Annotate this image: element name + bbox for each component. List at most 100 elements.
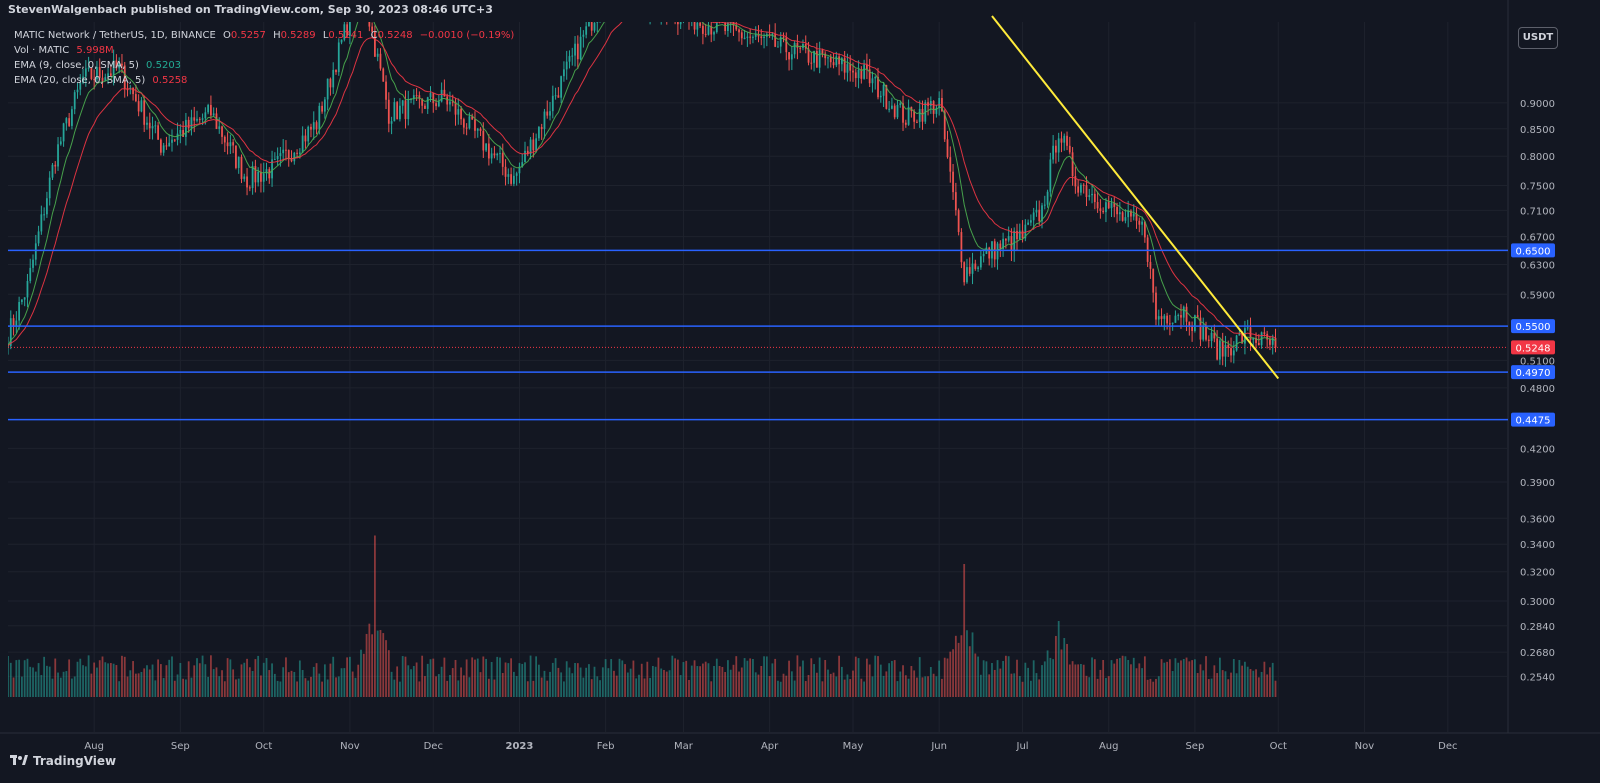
candle-body	[619, 3, 621, 4]
ema20-label[interactable]: EMA (20, close, 0, SMA, 5)	[14, 75, 146, 86]
price-tick-label: 0.7500	[1520, 182, 1555, 193]
volume-bar	[738, 671, 740, 697]
candle-body	[1257, 342, 1260, 346]
candle-body	[98, 67, 101, 78]
candle-body	[674, 11, 676, 22]
candle-body	[1091, 193, 1093, 196]
candle-body	[493, 153, 496, 156]
candle-body	[1074, 176, 1077, 187]
candle-body	[296, 152, 298, 154]
volume-bar	[927, 676, 929, 697]
candle-body	[790, 54, 793, 60]
candle-body	[1160, 316, 1163, 319]
candle-body	[832, 62, 835, 66]
candle-body	[916, 121, 918, 123]
volume-bar	[290, 670, 293, 697]
volume-bar	[326, 679, 329, 697]
candle-body	[807, 48, 810, 63]
volume-bar	[65, 671, 68, 697]
candle-body	[176, 133, 179, 140]
price-tick-label: 0.2540	[1520, 672, 1555, 683]
ema9-label[interactable]: EMA (9, close, 0, SMA, 5)	[14, 60, 139, 71]
candle-body	[26, 280, 29, 298]
volume-bar	[68, 659, 71, 697]
currency-unit-button[interactable]: USDT	[1518, 27, 1558, 49]
volume-bar	[193, 665, 196, 697]
volume-bar	[824, 660, 827, 697]
candle-body	[73, 92, 76, 110]
candle-body	[193, 117, 196, 121]
candle-body	[1046, 191, 1049, 205]
candle-body	[1185, 306, 1188, 322]
volume-bar	[265, 658, 268, 697]
volume-bar	[899, 671, 902, 697]
volume-bar	[29, 666, 32, 697]
volume-bar	[896, 681, 899, 697]
volume-bar	[476, 658, 479, 697]
volume-bar	[293, 671, 296, 697]
volume-bar	[857, 658, 860, 697]
candle-body	[871, 78, 874, 84]
candle-body	[660, 0, 662, 16]
volume-bar	[12, 677, 15, 697]
volume-bar	[140, 671, 143, 697]
candle-body	[1269, 339, 1271, 345]
volume-bar	[337, 676, 340, 697]
volume-bar	[435, 676, 437, 697]
candle-body	[557, 95, 560, 98]
candle-body	[1085, 185, 1088, 198]
volume-bar	[237, 678, 240, 697]
candle-body	[368, 22, 371, 27]
volume-bar	[654, 666, 657, 697]
candle-body	[9, 318, 12, 346]
candle-body	[788, 52, 790, 60]
volume-bar	[112, 663, 115, 697]
candle-body	[248, 187, 251, 189]
candle-body	[165, 145, 168, 147]
symbol-label[interactable]: MATIC Network / TetherUS, 1D, BINANCE	[14, 30, 216, 41]
candle-body	[774, 33, 777, 47]
volume-bar	[693, 660, 696, 697]
candle-body	[154, 125, 157, 127]
volume-label[interactable]: Vol · MATIC	[14, 45, 70, 56]
candle-body	[946, 139, 949, 158]
candle-body	[374, 31, 376, 57]
volume-bar	[1219, 657, 1221, 697]
volume-bar	[46, 665, 48, 697]
volume-bar	[176, 674, 179, 697]
candle-body	[979, 256, 982, 268]
volume-bar	[84, 666, 87, 697]
volume-bar	[387, 650, 390, 697]
volume-bar	[1116, 658, 1118, 697]
candle-body	[515, 173, 518, 176]
candle-body	[1199, 317, 1202, 340]
volume-bar	[1241, 665, 1244, 697]
volume-bar	[765, 656, 768, 697]
candle-body	[148, 122, 151, 129]
volume-bar	[1207, 679, 1210, 697]
candle-body	[652, 0, 654, 12]
volume-bar	[585, 667, 588, 697]
candle-body	[301, 135, 304, 153]
volume-bar	[510, 658, 512, 697]
volume-bar	[1016, 659, 1018, 697]
time-tick-label: Feb	[597, 741, 615, 752]
volume-bar	[1004, 655, 1007, 697]
volume-bar	[1202, 670, 1205, 697]
candle-body	[1219, 340, 1221, 360]
volume-bar	[76, 661, 79, 697]
candle-body	[877, 77, 879, 98]
level-price-label: 0.4970	[1516, 368, 1551, 379]
volume-bar	[1010, 673, 1013, 697]
volume-bar	[507, 663, 510, 697]
volume-bar	[613, 670, 615, 697]
volume-bar	[40, 675, 43, 697]
candle-body	[785, 37, 788, 53]
volume-bar	[1224, 671, 1227, 697]
tradingview-brand[interactable]: TradingView	[10, 754, 116, 768]
volume-bar	[257, 655, 260, 697]
candle-body	[982, 253, 985, 257]
volume-bar	[215, 667, 218, 697]
volume-bar	[968, 646, 971, 697]
